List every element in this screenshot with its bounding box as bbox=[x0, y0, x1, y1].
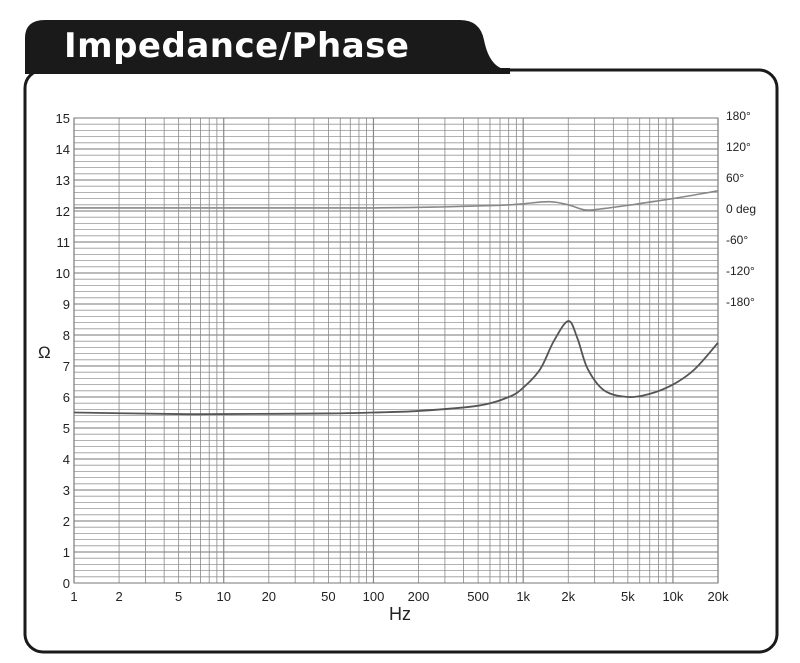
x-tick-label: 10k bbox=[662, 589, 683, 604]
impedance-curve bbox=[73, 320, 719, 416]
y2-tick-label: 120° bbox=[726, 140, 751, 154]
y2-tick-label: 180° bbox=[726, 109, 751, 123]
x-tick-label: 20k bbox=[708, 589, 729, 604]
x-tick-label: 1 bbox=[70, 589, 77, 604]
y-tick-label: 6 bbox=[63, 390, 70, 405]
chart-title: Impedance/Phase bbox=[64, 26, 410, 66]
x-tick-label: 500 bbox=[467, 589, 489, 604]
x-tick-label: 5 bbox=[175, 589, 182, 604]
y-tick-label: 8 bbox=[63, 328, 70, 343]
x-tick-label: 200 bbox=[408, 589, 430, 604]
y-tick-label: 15 bbox=[56, 111, 70, 126]
title-tab-base bbox=[25, 68, 510, 74]
x-tick-label: 2 bbox=[115, 589, 122, 604]
y2-tick-label: -120° bbox=[726, 264, 755, 278]
y-tick-label: 2 bbox=[63, 514, 70, 529]
y-axis-label: Ω bbox=[38, 343, 51, 362]
y-tick-label: 13 bbox=[56, 173, 70, 188]
y2-tick-label: -180° bbox=[726, 295, 755, 309]
y2-tick-label: 60° bbox=[726, 171, 744, 185]
x-tick-label: 2k bbox=[561, 589, 575, 604]
y-tick-label: 7 bbox=[63, 359, 70, 374]
y2-tick-label: -60° bbox=[726, 233, 748, 247]
plot-border bbox=[73, 117, 719, 584]
x-tick-label: 1k bbox=[516, 589, 530, 604]
x-tick-label: 10 bbox=[216, 589, 230, 604]
y-tick-label: 5 bbox=[63, 421, 70, 436]
y-tick-label: 3 bbox=[63, 483, 70, 498]
y2-tick-label: 0 deg bbox=[726, 202, 756, 216]
x-tick-label: 5k bbox=[621, 589, 635, 604]
y-tick-label: 11 bbox=[57, 235, 71, 250]
x-tick-label: 20 bbox=[262, 589, 276, 604]
y-tick-label: 1 bbox=[63, 545, 70, 560]
y-tick-label: 14 bbox=[56, 142, 70, 157]
x-tick-label: 100 bbox=[363, 589, 385, 604]
y-tick-label: 10 bbox=[56, 266, 70, 281]
y-tick-label: 4 bbox=[63, 452, 70, 467]
y-tick-label: 0 bbox=[63, 576, 70, 591]
y-tick-label: 9 bbox=[63, 297, 70, 312]
y-tick-label: 12 bbox=[56, 204, 70, 219]
phase-curve bbox=[74, 190, 719, 211]
x-axis-label: Hz bbox=[389, 604, 411, 624]
x-tick-label: 50 bbox=[321, 589, 335, 604]
title-tab bbox=[25, 20, 510, 70]
